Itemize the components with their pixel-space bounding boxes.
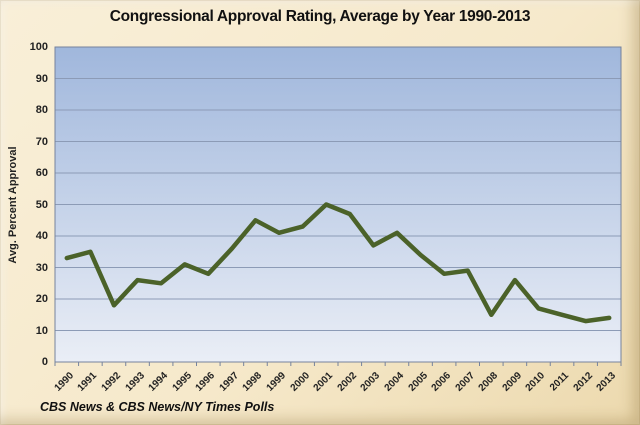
y-tick-label: 90 <box>35 72 48 85</box>
approval-line-series <box>64 202 612 324</box>
chart-title: Congressional Approval Rating, Average b… <box>109 8 531 25</box>
y-tick-label: 100 <box>29 41 48 53</box>
y-tick-label: 60 <box>35 167 48 179</box>
y-tick-label: 40 <box>35 230 48 242</box>
y-tick-label: 0 <box>41 356 48 368</box>
y-tick-label: 10 <box>35 324 48 337</box>
y-tick-label: 80 <box>35 104 48 116</box>
y-tick-label: 70 <box>35 135 48 148</box>
y-tick-label: 20 <box>35 293 48 305</box>
y-tick-label: 30 <box>35 261 48 274</box>
y-tick-label: 50 <box>35 198 48 211</box>
source-note: CBS News & CBS News/NY Times Polls <box>40 400 275 414</box>
